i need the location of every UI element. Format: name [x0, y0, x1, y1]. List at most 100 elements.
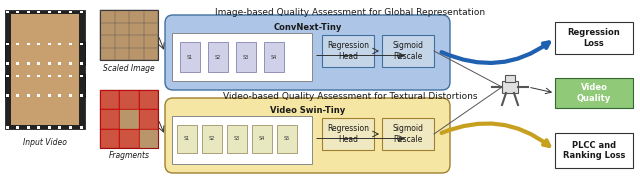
Bar — [27, 126, 29, 128]
Bar — [6, 126, 8, 128]
Text: Regression
Loss: Regression Loss — [568, 28, 620, 48]
Text: S3: S3 — [234, 137, 240, 142]
Bar — [119, 90, 139, 109]
Bar — [119, 129, 139, 148]
Bar — [79, 42, 83, 45]
Bar — [11, 14, 79, 61]
Text: PLCC and
Ranking Loss: PLCC and Ranking Loss — [563, 141, 625, 160]
Text: Sigmoid
Rescale: Sigmoid Rescale — [392, 41, 424, 61]
Bar — [236, 42, 256, 72]
Text: Video
Quality: Video Quality — [577, 83, 611, 103]
Bar — [6, 94, 8, 96]
Bar — [5, 42, 85, 97]
Bar — [100, 10, 158, 60]
Bar — [37, 74, 40, 77]
Bar — [37, 126, 40, 128]
Bar — [27, 94, 29, 96]
Bar — [69, 42, 72, 45]
Text: S2: S2 — [209, 137, 215, 142]
Bar — [48, 62, 51, 65]
Bar — [202, 125, 222, 153]
Text: ConvNext-Tiny: ConvNext-Tiny — [273, 22, 342, 31]
Bar — [172, 33, 312, 81]
Bar — [252, 125, 272, 153]
FancyBboxPatch shape — [165, 15, 450, 90]
Bar — [6, 42, 8, 45]
Text: S3: S3 — [243, 54, 249, 59]
Bar — [5, 10, 85, 65]
Bar — [100, 109, 119, 129]
Text: Regression
Head: Regression Head — [327, 41, 369, 61]
Bar — [382, 35, 434, 67]
Text: Sigmoid
Rescale: Sigmoid Rescale — [392, 124, 424, 144]
Bar — [79, 10, 83, 13]
Text: Image-based Quality Assessment for Global Representation: Image-based Quality Assessment for Globa… — [215, 8, 485, 17]
Bar — [11, 14, 79, 61]
Text: Fragments: Fragments — [109, 151, 150, 160]
Bar — [48, 126, 51, 128]
Bar — [79, 74, 83, 77]
Text: S1: S1 — [187, 54, 193, 59]
Bar — [58, 94, 61, 96]
Text: Video-based Quality Assessment for Textural Distortions: Video-based Quality Assessment for Textu… — [223, 92, 477, 101]
Bar — [6, 10, 8, 13]
Bar — [16, 126, 19, 128]
Bar — [69, 126, 72, 128]
Text: S4: S4 — [259, 137, 265, 142]
Bar — [69, 10, 72, 13]
Bar — [277, 125, 297, 153]
Text: Video Swin-Tiny: Video Swin-Tiny — [270, 105, 345, 114]
Bar — [69, 94, 72, 96]
Bar — [100, 90, 119, 109]
Bar — [11, 46, 79, 93]
Bar — [555, 78, 633, 108]
Bar — [16, 74, 19, 77]
Bar — [79, 126, 83, 128]
Bar — [502, 81, 518, 93]
Bar — [100, 129, 119, 148]
Bar — [100, 90, 158, 148]
Bar — [58, 126, 61, 128]
Bar — [6, 62, 8, 65]
Bar — [322, 35, 374, 67]
Bar — [16, 10, 19, 13]
Bar — [79, 94, 83, 96]
Bar — [11, 78, 79, 125]
Bar — [48, 42, 51, 45]
Bar — [264, 42, 284, 72]
Bar — [58, 42, 61, 45]
Bar — [69, 62, 72, 65]
Bar — [505, 75, 515, 82]
Bar — [16, 42, 19, 45]
Bar — [58, 62, 61, 65]
Bar — [16, 94, 19, 96]
Bar — [6, 74, 8, 77]
Bar — [177, 125, 197, 153]
Bar — [555, 133, 633, 168]
Bar — [227, 125, 247, 153]
Bar — [37, 42, 40, 45]
Text: S2: S2 — [215, 54, 221, 59]
Bar — [27, 10, 29, 13]
Bar — [139, 109, 158, 129]
Bar — [11, 46, 79, 93]
Bar — [48, 74, 51, 77]
Bar — [382, 118, 434, 150]
Bar — [322, 118, 374, 150]
Bar — [48, 94, 51, 96]
Bar — [27, 74, 29, 77]
Bar — [58, 74, 61, 77]
Bar — [5, 74, 85, 129]
Text: S4: S4 — [271, 54, 277, 59]
Bar — [69, 74, 72, 77]
Bar — [208, 42, 228, 72]
Bar — [172, 116, 312, 164]
Bar — [48, 10, 51, 13]
Text: Input Video: Input Video — [23, 138, 67, 147]
Bar — [11, 78, 79, 125]
Bar — [16, 62, 19, 65]
Bar — [139, 90, 158, 109]
Text: S5: S5 — [284, 137, 290, 142]
Text: S1: S1 — [184, 137, 190, 142]
Bar — [180, 42, 200, 72]
